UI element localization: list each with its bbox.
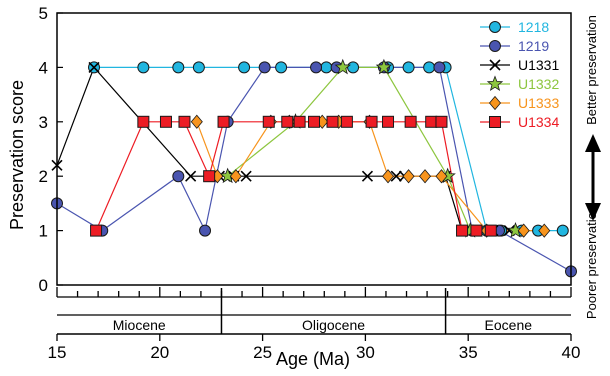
legend-marker-u1331 [489,59,501,71]
legend-marker-1218 [489,21,501,33]
plot-marks [51,58,577,278]
legend-label-u1331: U1331 [518,57,559,73]
legend-marker-1219 [489,40,501,52]
legend-marker-u1333 [488,95,502,111]
legend-label-1218: 1218 [518,19,549,35]
point-u1334 [203,170,216,183]
point-u1334 [404,115,417,128]
point-u1334 [326,115,339,128]
point-u1332 [334,58,351,75]
point-u1334 [178,115,191,128]
point-u1333 [229,169,242,184]
x-tick-label: 25 [253,343,272,362]
point-u1333 [419,169,432,184]
point-u1331 [88,61,100,73]
point-1218 [238,61,251,74]
arrow-down-icon [585,203,601,221]
point-u1331 [361,170,374,182]
poorer-preservation-label: Poorer preservation [584,205,599,319]
y-tick-label: 0 [39,276,48,295]
point-1218 [192,61,205,74]
point-u1332 [375,58,393,75]
point-u1333 [538,223,551,238]
point-u1334 [470,224,483,237]
better-preservation-annotation: Better preservation [584,15,599,125]
arrow-up-icon [585,134,601,152]
point-u1334 [456,224,469,237]
x-tick-label: 40 [562,343,581,362]
point-u1334 [365,115,378,128]
point-u1331 [240,170,252,182]
point-u1334 [340,115,353,128]
better-preservation-label: Better preservation [584,15,599,125]
point-u1334 [435,115,448,128]
point-u1334 [90,224,103,237]
x-axis-label: Age (Ma) [276,349,350,369]
point-1218 [423,61,436,74]
point-u1333 [190,114,203,129]
point-1218 [347,61,360,74]
point-u1334 [425,115,438,128]
double-arrow [585,134,601,221]
y-tick-label: 3 [39,113,48,132]
legend-label-u1333: U1333 [518,95,559,111]
x-tick-label: 30 [356,343,375,362]
y-tick-label: 5 [39,4,48,23]
point-u1333 [402,169,415,184]
point-u1334 [293,115,306,128]
y-tick-label: 2 [39,167,48,186]
point-u1334 [159,115,172,128]
poorer-preservation-annotation: Poorer preservation [584,205,599,319]
y-axis-label: Preservation score [7,80,27,230]
epoch-bar: 15 20 25 30 35 40 Miocene Oligocene Eocene [48,287,581,362]
legend-label-1219: 1219 [518,38,549,54]
point-1218 [172,61,185,74]
point-u1331 [185,170,197,182]
point-u1334 [308,115,320,128]
y-tick-label: 1 [39,222,48,241]
y-tick-label: 4 [39,58,48,77]
point-u1334 [281,115,294,128]
point-1218 [402,61,415,74]
point-1218 [320,61,333,74]
series-line-1218 [94,66,563,232]
legend-marker-u1334 [489,116,501,128]
point-u1333 [435,169,448,184]
point-u1334 [217,115,230,128]
point-1219 [433,61,446,74]
x-tick-label: 20 [150,343,169,362]
legend: 1218 1219 U1331 U1332 U1333 U1334 [480,19,559,130]
point-u1334 [382,115,395,128]
axes: 0 1 2 3 4 5 [39,4,572,295]
point-u1333 [381,169,395,184]
legend-marker-u1332 [486,75,504,91]
epoch-label-miocene: Miocene [113,317,166,333]
x-tick-label: 15 [48,343,67,362]
series-line-u1331 [56,66,510,232]
x-tick-label: 35 [459,343,478,362]
point-1219 [199,224,212,237]
point-1219 [172,170,185,183]
point-1218 [556,224,569,237]
plot-frame [56,12,572,286]
epoch-label-oligocene: Oligocene [302,317,365,333]
point-u1334 [137,115,150,128]
series-line-u1332 [227,66,516,232]
point-1218 [275,61,288,74]
epoch-label-eocene: Eocene [485,317,533,333]
legend-label-u1332: U1332 [518,76,559,92]
point-1218 [137,61,150,74]
point-u1331 [390,170,402,182]
point-1219 [310,61,323,74]
legend-label-u1334: U1334 [518,114,559,130]
point-u1334 [262,115,275,128]
point-1219 [258,61,271,74]
point-u1334 [484,224,497,237]
point-u1333 [517,223,530,238]
